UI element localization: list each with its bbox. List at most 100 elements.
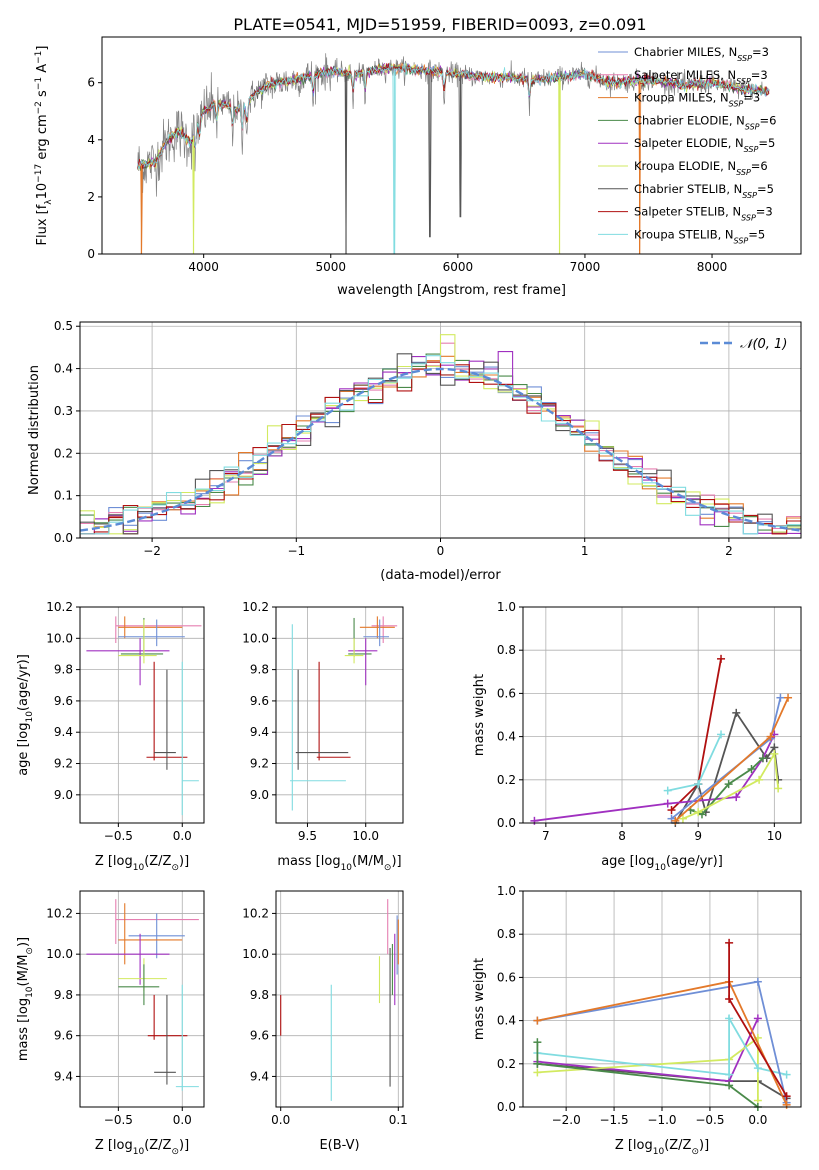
y-tick-label: 10.2 bbox=[46, 600, 73, 614]
spectrum-panel: 4000 5000 6000 7000 8000 0 2 4 6 wavelength [Angs… bbox=[34, 36, 802, 298]
label-part: Flux [f bbox=[35, 204, 50, 245]
label-part: SSP bbox=[741, 213, 756, 222]
label-part: )] bbox=[16, 937, 31, 947]
y-tick-label: 0.4 bbox=[54, 362, 73, 376]
label-part: =5 bbox=[748, 227, 765, 241]
label-part: =6 bbox=[760, 113, 777, 127]
mass-ebv-panel: 0.0 0.1 9.4 9.6 9.8 10.0 10.2 E(B-V) bbox=[242, 890, 408, 1153]
residual-panel: −2 −1 0 1 2 0.0 0.1 0.2 0.3 0.4 0.5 𝒩(0, 1) (data-mo… bbox=[27, 319, 802, 583]
label-part: −2 bbox=[34, 101, 44, 114]
y-tick-label: 0.2 bbox=[497, 773, 516, 787]
y-tick-label: 1.0 bbox=[497, 884, 516, 898]
y-tick-label: 0.6 bbox=[497, 970, 516, 984]
label-part: )] bbox=[179, 854, 189, 869]
x-tick-label: 0.0 bbox=[173, 829, 192, 843]
x-tick-label: 1 bbox=[581, 544, 589, 558]
age-mass-panel: 9.5 10.0 9.0 9.2 9.4 9.6 9.8 10.0 10.2 mass [log1… bbox=[242, 600, 404, 873]
label-part: Kroupa STELIB, N bbox=[634, 227, 734, 241]
y-tick-label: 9.2 bbox=[250, 757, 269, 771]
x-tick-label: 0.1 bbox=[389, 1113, 408, 1127]
x-tick-label: −0.5 bbox=[104, 1113, 133, 1127]
axes-frame bbox=[79, 606, 205, 824]
y-tick-label: 9.8 bbox=[250, 988, 269, 1002]
y-tick-label: 0.2 bbox=[497, 1057, 516, 1071]
y-tick-label: 9.4 bbox=[54, 725, 73, 739]
x-tick-label: 0.0 bbox=[748, 1113, 767, 1127]
figure-title: PLATE=0541, MJD=51959, FIBERID=0093, z=0… bbox=[233, 15, 646, 34]
x-tick-label: 6000 bbox=[443, 260, 474, 274]
label-part: Salpeter ELODIE, N bbox=[634, 136, 744, 150]
x-tick-label: −2 bbox=[143, 544, 161, 558]
y-tick-label: 10.0 bbox=[242, 631, 269, 645]
label-part: λ bbox=[44, 199, 54, 205]
label-part: (Z/Z bbox=[664, 1138, 691, 1153]
legend-label-krou_miles: Kroupa MILES, NSSP=3 bbox=[634, 91, 760, 109]
x-tick-label: −1.0 bbox=[647, 1113, 676, 1127]
label-part: Kroupa MILES, N bbox=[634, 91, 729, 105]
y-tick-label: 9.8 bbox=[54, 988, 73, 1002]
weight-line-krou_stelib bbox=[667, 734, 722, 792]
x-tick-label: −2.0 bbox=[552, 1113, 581, 1127]
label-part: A bbox=[35, 64, 50, 77]
y-tick-label: 10.0 bbox=[46, 947, 73, 961]
label-part: 10 bbox=[133, 863, 145, 873]
label-part: =6 bbox=[751, 159, 768, 173]
mass-z-panel: −0.5 0.09.49.69.810.010.2Z [log10(Z/Z⊙)]m… bbox=[16, 890, 205, 1157]
label-part: =3 bbox=[751, 68, 768, 82]
label-part: )] bbox=[179, 1138, 189, 1153]
x-tick-label: 0.0 bbox=[271, 1113, 290, 1127]
y-tick-label: 0.8 bbox=[497, 927, 516, 941]
legend-label-salp_elodie: Salpeter ELODIE, NSSP=5 bbox=[634, 136, 775, 154]
axes-frame bbox=[79, 890, 205, 1108]
y-tick-label: 9.6 bbox=[250, 1029, 269, 1043]
gaussian-legend-label: 𝒩(0, 1) bbox=[740, 337, 787, 352]
y-tick-label: 9.0 bbox=[250, 788, 269, 802]
x-tick-label: 2 bbox=[725, 544, 733, 558]
x-tick-label: 0 bbox=[437, 544, 445, 558]
y-tick-label: 2 bbox=[87, 190, 95, 204]
legend-label-chab_miles: Chabrier MILES, NSSP=3 bbox=[634, 45, 769, 63]
label-part: −1 bbox=[34, 51, 44, 64]
label-part: )] bbox=[391, 854, 401, 869]
label-part: ⊙ bbox=[384, 863, 392, 873]
axes-frame bbox=[275, 890, 404, 1108]
label-part: 10 bbox=[35, 183, 50, 200]
x-tick-label: −1.5 bbox=[599, 1113, 628, 1127]
x-tick-label: 9.5 bbox=[298, 829, 317, 843]
label-part: Z [log bbox=[95, 854, 133, 869]
residual-x-label: (data-model)/error bbox=[380, 568, 501, 583]
y-tick-label: 6 bbox=[87, 76, 95, 90]
label-part: s bbox=[35, 90, 50, 101]
mass-z-y-label: mass [log10(M/M⊙)] bbox=[16, 937, 35, 1061]
weight-z-x-label: Z [log10(Z/Z⊙)] bbox=[615, 1138, 709, 1157]
x-tick-label: −0.5 bbox=[695, 1113, 724, 1127]
mass-z-x-label: Z [log10(Z/Z⊙)] bbox=[95, 1138, 189, 1157]
label-part: Salpeter MILES, N bbox=[634, 68, 736, 82]
label-part: )] bbox=[699, 1138, 709, 1153]
y-tick-label: 1.0 bbox=[497, 600, 516, 614]
y-tick-label: 0.0 bbox=[54, 531, 73, 545]
label-part: 10 bbox=[341, 863, 353, 873]
y-tick-label: 0.4 bbox=[497, 730, 516, 744]
weight-line-krou_elodie bbox=[537, 1036, 759, 1101]
age-z-x-label: Z [log10(Z/Z⊙)] bbox=[95, 854, 189, 873]
y-tick-label: 10.2 bbox=[242, 906, 269, 920]
y-tick-label: 9.4 bbox=[54, 1069, 73, 1083]
weight-age-x-label: age [log10(age/yr)] bbox=[601, 854, 723, 873]
y-tick-label: 0.4 bbox=[497, 1014, 516, 1028]
legend-label-salp_miles: Salpeter MILES, NSSP=3 bbox=[634, 68, 768, 86]
label-part: −17 bbox=[34, 164, 44, 183]
label-part: =3 bbox=[756, 205, 773, 219]
label-part: mass [log bbox=[277, 854, 340, 869]
legend-label-krou_stelib: Kroupa STELIB, NSSP=5 bbox=[634, 227, 765, 245]
y-tick-label: 9.6 bbox=[54, 694, 73, 708]
label-part: ⊙ bbox=[691, 1147, 699, 1157]
label-part: (M/M bbox=[352, 854, 384, 869]
label-part: Z [log bbox=[615, 1138, 653, 1153]
label-part: SSP bbox=[736, 168, 751, 177]
y-tick-label: 10.2 bbox=[46, 906, 73, 920]
label-part: SSP bbox=[742, 190, 757, 199]
age-z-panel: −0.5 0.09.09.29.49.69.810.010.2Z [log10(Z… bbox=[16, 600, 205, 873]
y-tick-label: 0 bbox=[87, 247, 95, 261]
legend-label-krou_elodie: Kroupa ELODIE, NSSP=6 bbox=[634, 159, 768, 177]
